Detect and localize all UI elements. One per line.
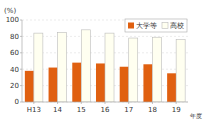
y-tick-label: 100 [6,16,19,24]
legend-label: 大学等 [136,22,157,30]
x-tick-label: 15 [77,106,86,114]
x-tick-label: 14 [53,106,62,114]
x-tick [176,102,177,104]
x-axis-label: 年度 [190,112,202,119]
y-tick-label: 40 [10,66,19,74]
bar [49,68,58,102]
bar [143,64,152,102]
bar [96,63,105,102]
x-tick-label: 19 [172,106,181,114]
x-tick-label: 18 [148,106,157,114]
y-axis-label: (%) [4,7,16,15]
x-tick [128,102,129,104]
legend-frame [125,19,187,32]
x-tick [105,102,106,104]
bar [120,67,129,102]
bar [129,38,138,102]
bar [167,73,176,102]
legend-swatch [128,23,134,29]
bar [34,33,43,102]
chart-container: 0 20 40 60 80 100 H13 14 15 16 17 18 19 (%) 年度 大学等 高校 [0,0,210,124]
x-tick [57,102,58,104]
bar [25,71,34,102]
bar [105,33,114,102]
x-tick-label: 16 [101,106,110,114]
bar [72,63,81,102]
x-tick [33,102,34,104]
bar [58,32,67,102]
x-tick-label: 17 [124,106,133,114]
x-tick-label: H13 [27,106,41,114]
x-tick [152,102,153,104]
bar [152,37,161,102]
bar [81,30,90,102]
legend: 大学等 高校 [125,19,187,32]
chart-svg: 0 20 40 60 80 100 H13 14 15 16 17 18 19 (%) 年度 大学等 高校 [0,0,210,124]
legend-swatch [162,23,168,29]
y-tick-label: 80 [10,33,19,41]
y-tick-label: 20 [10,82,19,90]
y-axis [22,20,23,102]
bar [176,40,185,102]
x-tick [81,102,82,104]
y-tick-label: 60 [10,49,19,57]
bars [25,30,185,102]
legend-label: 高校 [170,22,184,30]
y-tick-label: 0 [15,98,19,106]
